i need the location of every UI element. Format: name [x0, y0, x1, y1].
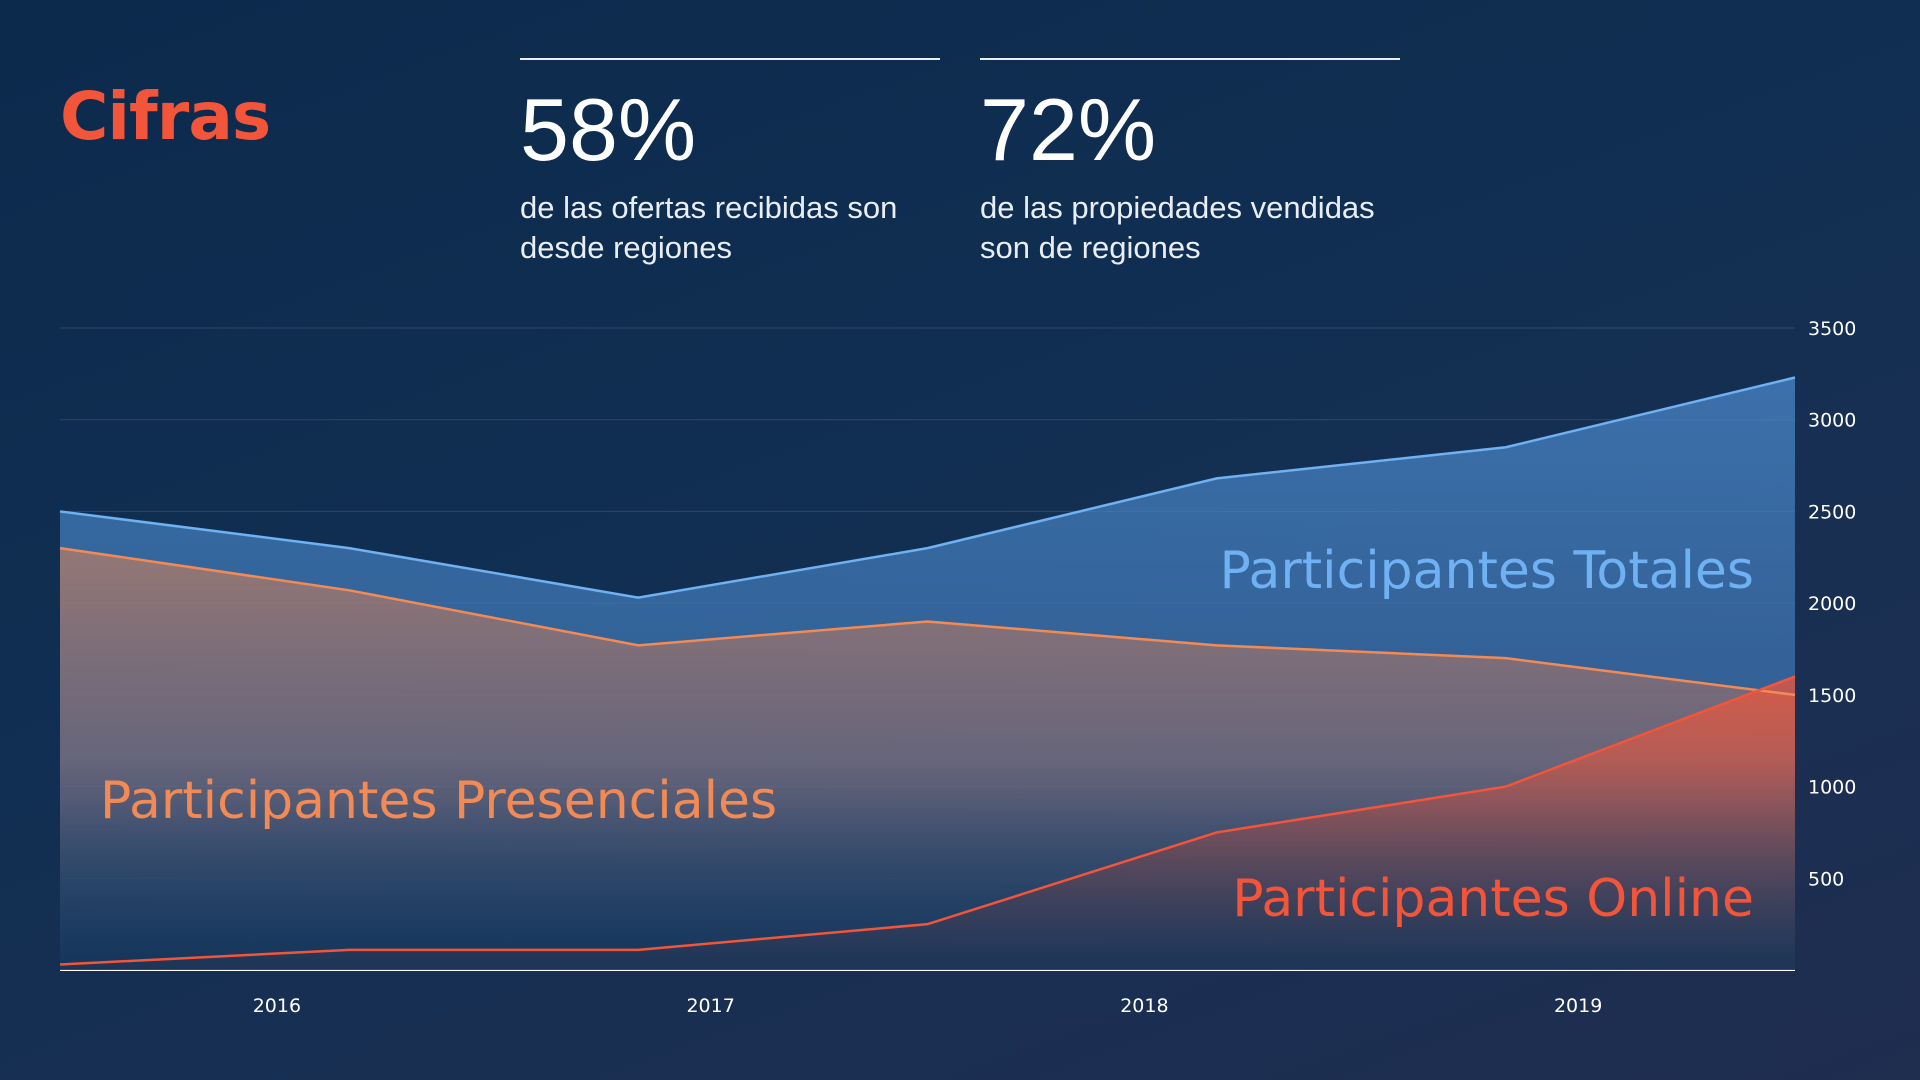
- y-tick-label: 3000: [1808, 410, 1856, 432]
- stat-description-line: son de regiones: [980, 230, 1201, 265]
- page-title: Cifras: [60, 78, 271, 155]
- line-presenciales: [59, 546, 1796, 697]
- series-label-online: Participantes Online: [1232, 869, 1754, 929]
- stat-description: de las propiedades vendidas son de regio…: [980, 188, 1400, 268]
- x-tick-label: 2019: [1554, 995, 1602, 1017]
- y-tick-label: 2000: [1808, 593, 1856, 615]
- stat-divider: [520, 58, 940, 60]
- line-totales: [59, 376, 1796, 599]
- stat-description: de las ofertas recibidas son desde regio…: [520, 188, 940, 268]
- stat-value: 58%: [520, 80, 697, 179]
- stat-description-line: desde regiones: [520, 230, 732, 265]
- x-tick-label: 2017: [686, 995, 734, 1017]
- y-tick-label: 1500: [1808, 685, 1856, 707]
- stat-description-line: de las ofertas recibidas son: [520, 190, 898, 225]
- x-tick-label: 2018: [1120, 995, 1168, 1017]
- stat-divider: [980, 58, 1400, 60]
- line-online: [59, 675, 1796, 966]
- stat-block-offers: 58% de las ofertas recibidas son desde r…: [520, 58, 940, 268]
- y-tick-label: 3500: [1808, 318, 1856, 340]
- x-tick-label: 2016: [253, 995, 301, 1017]
- y-tick-label: 500: [1808, 868, 1844, 890]
- bottom-fade: [60, 760, 1795, 970]
- stat-value: 72%: [980, 80, 1157, 179]
- stat-description-line: de las propiedades vendidas: [980, 190, 1375, 225]
- series-label-presenciales: Participantes Presenciales: [100, 771, 777, 831]
- stat-block-properties: 72% de las propiedades vendidas son de r…: [980, 58, 1400, 268]
- series-label-totales: Participantes Totales: [1220, 541, 1755, 601]
- y-tick-label: 1000: [1808, 777, 1856, 799]
- y-tick-label: 2500: [1808, 501, 1856, 523]
